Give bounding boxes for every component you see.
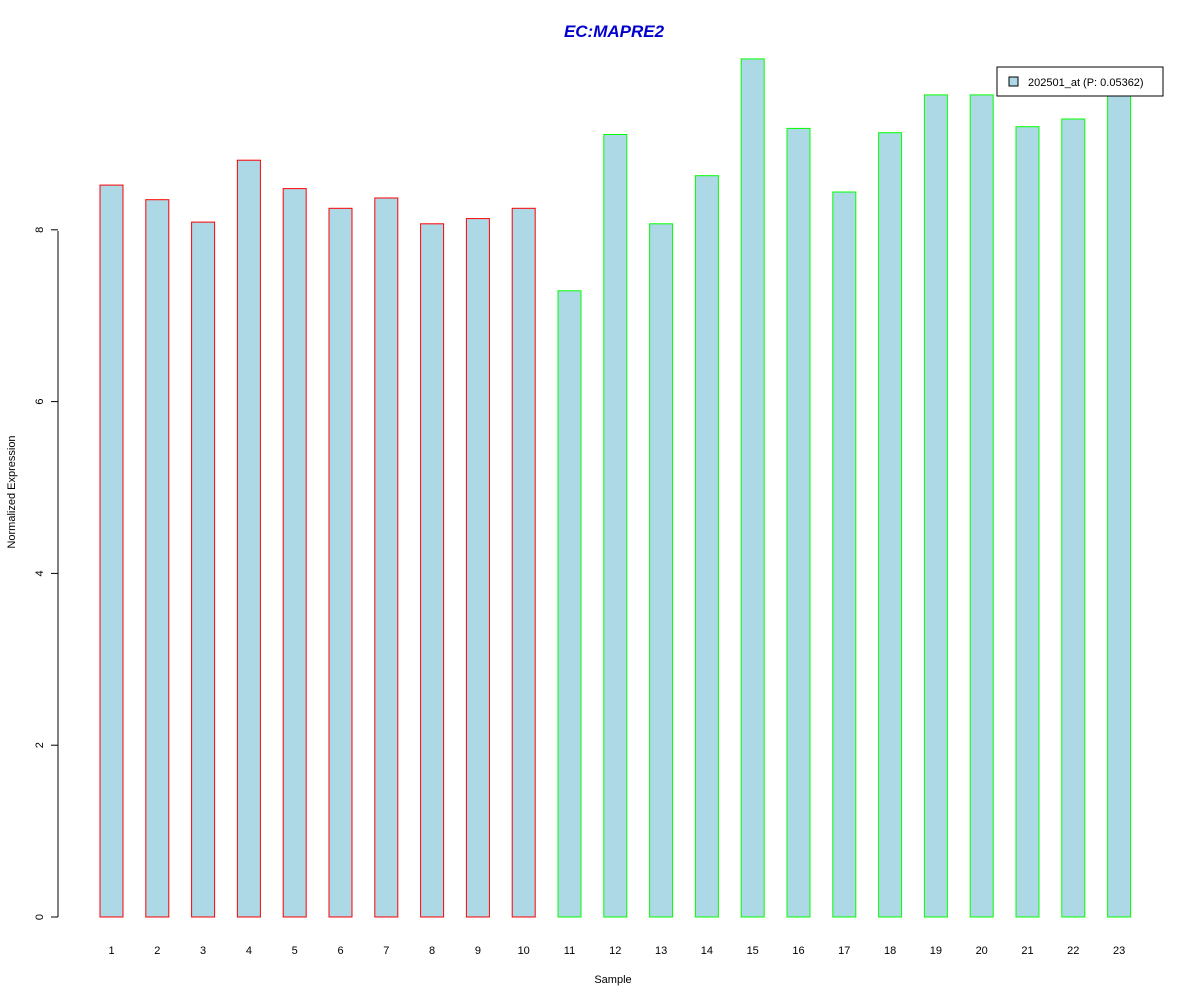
bar-3	[191, 221, 216, 918]
bar-9	[465, 218, 490, 918]
bar-2	[145, 199, 170, 918]
x-tick-label-5: 5	[292, 945, 298, 957]
bar-7	[374, 197, 399, 918]
bar-21	[1015, 126, 1040, 918]
legend-box	[996, 66, 1164, 97]
x-tick-label-19: 19	[930, 945, 942, 957]
x-tick-label-8: 8	[429, 945, 435, 957]
x-tick-label-4: 4	[246, 945, 252, 957]
x-tick-label-17: 17	[838, 945, 850, 957]
bar-20	[969, 94, 994, 918]
x-tick-label-22: 22	[1067, 945, 1079, 957]
y-axis-label: Normalized Expression	[6, 435, 18, 548]
x-axis-labels: 1 2 3 4 5 6 7 8 9 10 11 12 13 14 15 16 17 18 19 20 21 22 23	[108, 945, 1125, 957]
bar-11	[557, 290, 582, 918]
bar-23	[1107, 94, 1132, 918]
x-tick-label-21: 21	[1021, 945, 1033, 957]
x-tick-label-20: 20	[976, 945, 988, 957]
x-tick-label-13: 13	[655, 945, 667, 957]
bar-17	[832, 191, 857, 918]
x-tick-label-9: 9	[475, 945, 481, 957]
y-axis-ticks: 0 2 4 6 8	[34, 227, 58, 920]
y-tick-label-4: 4	[34, 570, 46, 576]
bar-1	[99, 184, 124, 918]
bar-12	[603, 134, 628, 918]
x-tick-label-3: 3	[200, 945, 206, 957]
y-tick-label-0: 0	[34, 914, 46, 920]
legend: 202501_at (P: 0.05362)	[996, 66, 1164, 97]
bar-6	[328, 207, 353, 918]
x-tick-label-11: 11	[564, 945, 575, 957]
x-tick-label-2: 2	[154, 945, 160, 957]
x-tick-label-12: 12	[609, 945, 621, 957]
bar-16	[786, 127, 811, 918]
legend-label: 202501_at (P: 0.05362)	[1028, 77, 1144, 89]
bar-4	[236, 159, 261, 918]
bar-5	[282, 188, 307, 918]
bar-18	[878, 132, 903, 918]
x-tick-label-10: 10	[518, 945, 530, 957]
x-tick-label-6: 6	[337, 945, 343, 957]
legend-swatch	[1008, 76, 1019, 87]
bar-19	[923, 94, 948, 918]
x-tick-label-18: 18	[884, 945, 896, 957]
x-tick-label-7: 7	[383, 945, 389, 957]
chart-title: EC:MAPRE2	[564, 22, 665, 41]
bar-10	[511, 207, 536, 918]
bar-8	[420, 223, 445, 918]
bar-13	[649, 223, 674, 918]
bar-22	[1061, 118, 1086, 918]
x-tick-label-15: 15	[747, 945, 759, 957]
x-tick-label-1: 1	[108, 945, 114, 957]
y-tick-label-6: 6	[34, 399, 46, 405]
x-tick-label-14: 14	[701, 945, 713, 957]
bars	[99, 58, 1132, 918]
y-tick-label-2: 2	[34, 742, 46, 748]
bar-14	[694, 175, 719, 918]
x-tick-label-23: 23	[1113, 945, 1125, 957]
bar-15	[740, 58, 765, 918]
x-axis-label: Sample	[594, 974, 631, 986]
y-tick-label-8: 8	[34, 227, 46, 233]
x-tick-label-16: 16	[792, 945, 804, 957]
